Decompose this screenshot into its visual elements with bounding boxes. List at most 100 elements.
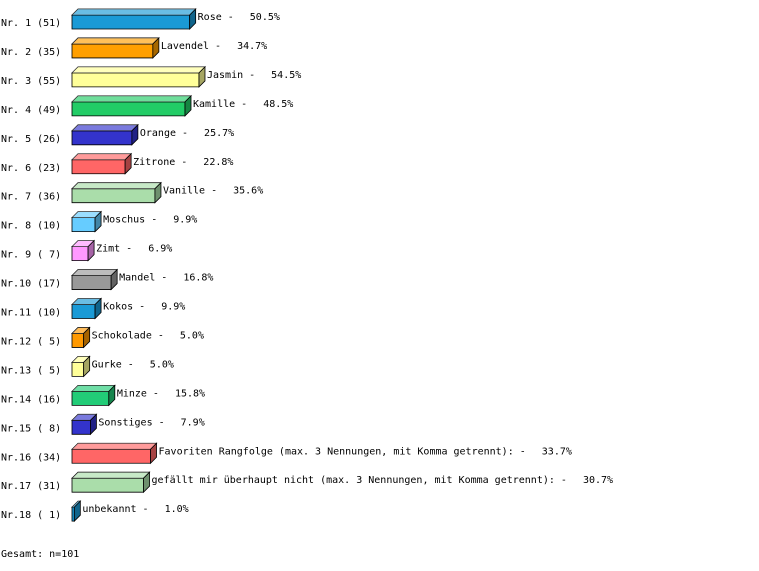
- bar-top-shade: [72, 124, 138, 131]
- bar-side: [189, 8, 197, 30]
- bar-top-shade: [72, 240, 95, 247]
- bar-top-shade: [72, 356, 90, 363]
- value-label: 35.6%: [233, 186, 263, 197]
- bar-top-shade: [72, 501, 81, 508]
- bar-top-shade: [72, 472, 150, 479]
- bar-name: Kamille -: [193, 99, 247, 110]
- bar-front: [71, 275, 112, 290]
- row-label: Nr.10 (17): [1, 279, 61, 290]
- bar-side-shade: [95, 211, 102, 232]
- bar-side-shade: [90, 414, 97, 435]
- row-label: Nr. 9 ( 7): [1, 250, 61, 261]
- value-label: 16.8%: [183, 273, 213, 284]
- bar-name: Schokolade -: [92, 330, 164, 341]
- bar: [71, 210, 103, 233]
- value-label: 34.7%: [237, 41, 267, 52]
- bar-side-shade: [88, 240, 95, 261]
- bar-name: gefällt mir überhaupt nicht (max. 3 Nenn…: [152, 475, 567, 486]
- bar-front: [71, 304, 96, 319]
- bar-front: [71, 159, 126, 175]
- bar-top-shade: [72, 95, 192, 102]
- bar-front: [71, 361, 85, 377]
- value-label: 33.7%: [542, 446, 572, 457]
- bar-front: [71, 390, 110, 406]
- bar-label: gefällt mir überhaupt nicht (max. 3 Nenn…: [152, 475, 614, 486]
- row-label: Nr. 2 (35): [1, 47, 61, 58]
- bar-front: [71, 188, 156, 204]
- value-label: 50.5%: [250, 12, 280, 23]
- bar-front: [71, 43, 154, 59]
- value-label: 5.0%: [180, 330, 204, 341]
- bar: [71, 413, 98, 436]
- row-label: Nr.15 ( 8): [1, 423, 61, 434]
- bar-top-shade: [72, 211, 102, 218]
- row-label: Nr. 5 (26): [1, 134, 61, 145]
- bar-front: [71, 217, 96, 233]
- bar-name: Minze -: [117, 388, 159, 399]
- bar-name: unbekannt -: [82, 504, 148, 515]
- bar: [71, 355, 91, 378]
- row-label: Nr.13 ( 5): [1, 365, 61, 376]
- value-label: 9.9%: [173, 215, 197, 226]
- value-label: 5.0%: [150, 359, 174, 370]
- bar: [71, 36, 160, 59]
- bar-side: [124, 152, 132, 175]
- bar: [71, 152, 133, 175]
- bar: [71, 239, 96, 262]
- bar-front: [71, 448, 151, 464]
- bar-name: Kokos -: [103, 302, 145, 313]
- bar-side-shade: [150, 443, 157, 464]
- row-label: Nr.14 (16): [1, 394, 61, 405]
- bar-side-shade: [185, 95, 192, 116]
- bar-name: Mandel -: [119, 273, 167, 284]
- bar-label: Vanille - 35.6%: [163, 186, 263, 197]
- bar-side: [143, 471, 150, 494]
- row-label: Nr.17 (31): [1, 481, 61, 492]
- bar-side-shade: [143, 472, 150, 493]
- bar-label: Kamille - 48.5%: [193, 99, 293, 110]
- bar-name: Sonstiges -: [98, 417, 164, 428]
- bar: [71, 500, 82, 523]
- bar-label: Minze - 15.8%: [117, 388, 205, 399]
- bar-label: Schokolade - 5.0%: [92, 330, 204, 341]
- bar-side-shade: [74, 501, 81, 522]
- bar-side-shade: [95, 298, 102, 319]
- value-label: 54.5%: [271, 70, 301, 81]
- bar-side: [108, 384, 116, 407]
- row-label: Nr.11 (10): [1, 308, 61, 319]
- bar-label: Rose - 50.5%: [198, 12, 280, 23]
- bar-top-shade: [72, 443, 157, 450]
- value-label: 9.9%: [161, 302, 185, 313]
- row-label: Nr. 3 (55): [1, 76, 61, 87]
- bar: [71, 471, 151, 494]
- bar: [71, 326, 91, 349]
- bar-label: unbekannt - 1.0%: [82, 504, 188, 515]
- bar: [71, 268, 119, 291]
- bar-side-shade: [152, 37, 159, 58]
- bar-side: [154, 181, 162, 204]
- row-label: Nr. 6 (23): [1, 163, 61, 174]
- bar-side-shade: [125, 153, 132, 174]
- row-label: Nr.16 (34): [1, 452, 61, 463]
- bar-top-shade: [72, 327, 90, 334]
- bar-name: Zimt -: [96, 244, 132, 255]
- bar-side: [94, 210, 102, 233]
- value-label: 48.5%: [263, 99, 293, 110]
- bar-top-shade: [72, 298, 102, 305]
- value-label: 30.7%: [583, 475, 613, 486]
- bar-side: [87, 239, 95, 262]
- bar-front: [71, 333, 85, 348]
- value-label: 15.8%: [175, 388, 205, 399]
- bar-side: [73, 500, 81, 523]
- bar-top-shade: [72, 414, 97, 421]
- bar-side: [150, 442, 157, 465]
- bar-label: Zitrone - 22.8%: [133, 157, 233, 168]
- bar-label: Favoriten Rangfolge (max. 3 Nennungen, m…: [159, 446, 572, 457]
- row-label: Nr. 8 (10): [1, 221, 61, 232]
- bar-top-shade: [72, 37, 159, 44]
- bar-side: [90, 413, 97, 436]
- bar: [71, 384, 116, 407]
- bar-side-shade: [111, 269, 118, 290]
- bar-front: [71, 246, 89, 262]
